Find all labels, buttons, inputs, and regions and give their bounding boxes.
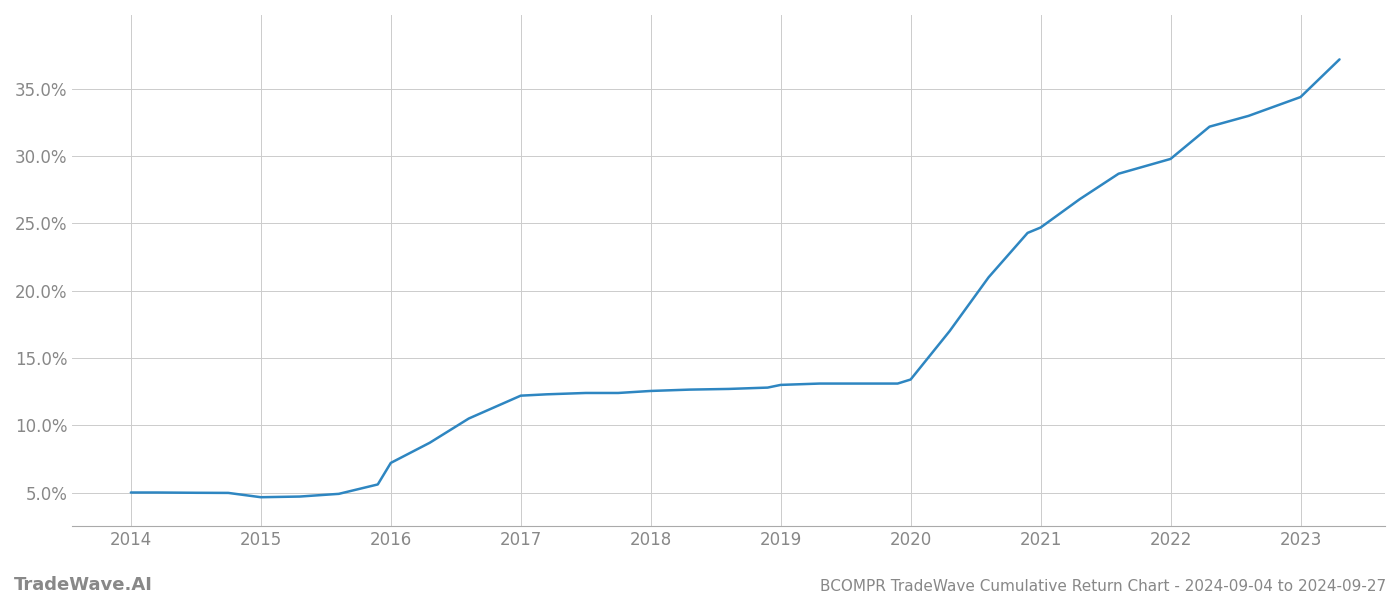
Text: TradeWave.AI: TradeWave.AI: [14, 576, 153, 594]
Text: BCOMPR TradeWave Cumulative Return Chart - 2024-09-04 to 2024-09-27: BCOMPR TradeWave Cumulative Return Chart…: [820, 579, 1386, 594]
